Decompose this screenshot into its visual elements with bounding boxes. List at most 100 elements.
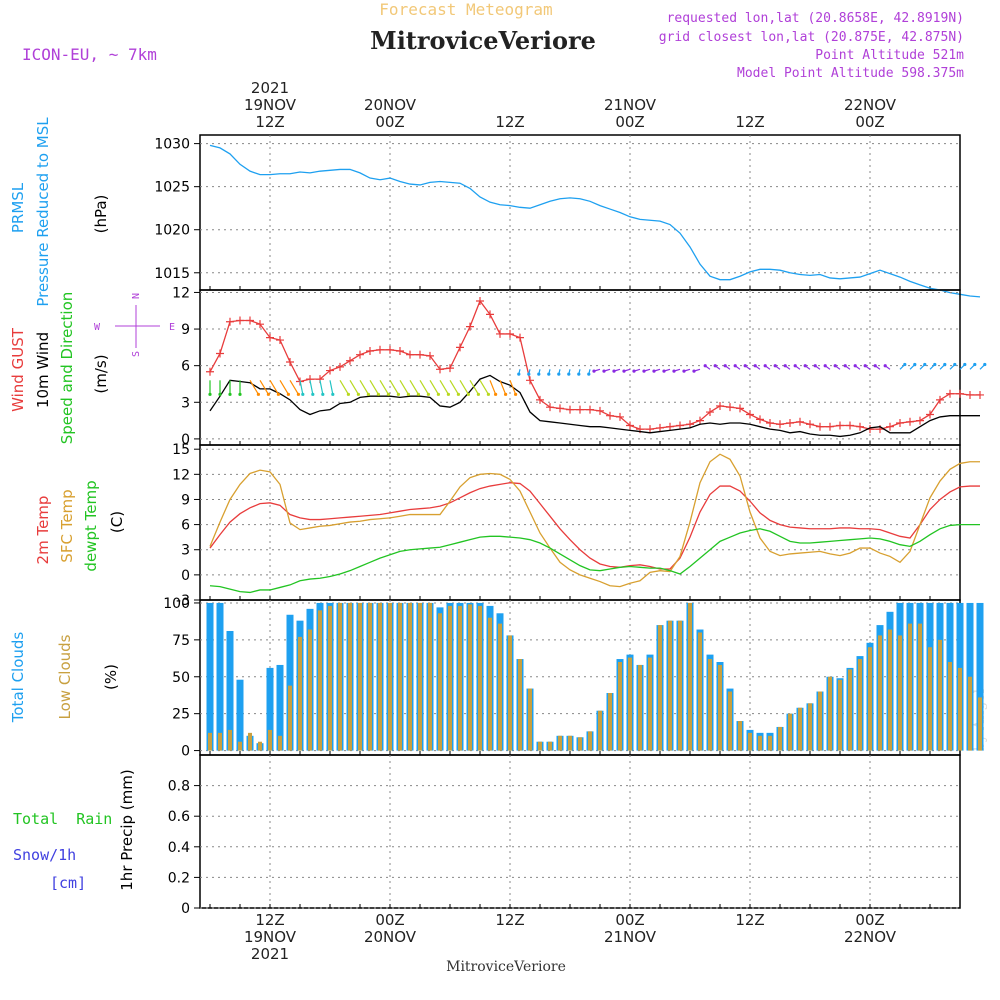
gust-marker (806, 420, 814, 429)
wind-arrow-head (953, 362, 957, 367)
low-cloud-bar (208, 732, 212, 751)
panel-frame (199, 754, 961, 909)
wind-arrow-head (743, 364, 747, 368)
gust-marker (526, 376, 534, 385)
low-cloud-bar (508, 635, 512, 751)
wind-arrow-head (416, 392, 420, 396)
low-cloud-bar (748, 732, 752, 751)
low-clouds-label: Low Clouds (56, 634, 74, 719)
gust-marker (606, 411, 614, 420)
y-tick-label: 100 (163, 596, 190, 612)
gust-marker (596, 406, 604, 415)
y-tick-label: 75 (172, 633, 190, 649)
speed-dir-label: Speed and Direction (58, 292, 76, 445)
panel-frame (199, 444, 961, 601)
wind-direction-arrow (439, 380, 449, 395)
y-tick-label: 0 (181, 432, 190, 448)
wind-arrow-head (733, 364, 737, 368)
y-tick-label: 1025 (154, 180, 190, 196)
gust-marker (746, 410, 754, 419)
low-cloud-bar (328, 605, 332, 751)
wind-arrow-head (366, 392, 370, 396)
low-cloud-bar (878, 635, 882, 751)
gust-marker (926, 410, 934, 419)
wind-arrow-head (793, 364, 797, 368)
total-cloud-bar (266, 667, 274, 751)
gust-marker (676, 421, 684, 430)
wind-direction-arrow (449, 380, 459, 395)
wind-direction-arrow (429, 380, 439, 395)
gust-marker (936, 395, 944, 404)
low-cloud-bar (428, 602, 432, 751)
low-cloud-bar (538, 741, 542, 751)
gust-marker (556, 404, 564, 413)
y-tick-label: 6 (181, 518, 190, 534)
gust-marker (686, 420, 694, 429)
low-cloud-bar (258, 741, 262, 751)
y-tick-label: 0.4 (168, 840, 190, 856)
bottom-time-label: 12Z (735, 911, 764, 929)
y-tick-label: -3 (176, 593, 190, 609)
wind-arrow-head (356, 392, 360, 396)
bottom-time-label: 00Z (375, 911, 404, 929)
gust-marker (216, 349, 224, 358)
total-cloud-bar (226, 631, 234, 751)
plot-layer: 1015102010251030036912-30369121502550751… (154, 79, 987, 963)
low-cloud-bar (648, 657, 652, 751)
gust-marker (346, 356, 354, 365)
gust-marker (256, 320, 264, 329)
wind-direction-arrow (419, 380, 429, 395)
model-label: ICON-EU, ~ 7km (22, 45, 157, 64)
bottom-time-label: 21NOV (604, 928, 657, 946)
low-cloud-bar (818, 691, 822, 751)
wind-direction-arrow (389, 380, 399, 395)
sfc-label: SFC Temp (58, 489, 76, 562)
gust-marker (946, 389, 954, 398)
wind-direction-arrow (509, 380, 517, 395)
low-cloud-bar (398, 602, 402, 751)
wind-direction-arrow (399, 380, 409, 395)
wind-arrow-head (296, 392, 300, 396)
wind-arrow-head (833, 364, 837, 368)
gust-marker (456, 343, 464, 352)
gust-marker (276, 336, 284, 345)
y-tick-label: 9 (181, 492, 190, 508)
point-altitude: Point Altitude 521m (815, 48, 964, 63)
bottom-time-label: 22NOV (844, 928, 897, 946)
top-time-label: 00Z (855, 113, 884, 131)
low-cloud-bar (928, 647, 932, 751)
gust-marker (886, 422, 894, 431)
wind-arrow-head (602, 369, 606, 373)
wind-direction-arrow (459, 380, 469, 395)
location-title: MitroviceVeriore (370, 26, 596, 55)
y-tick-label: 0 (181, 568, 190, 584)
wind-arrow-head (813, 364, 817, 368)
wind-arrow-head (396, 392, 400, 396)
wind-arrow-head (843, 364, 847, 368)
clouds-unit: (%) (102, 664, 120, 690)
series-2m-temp (209, 482, 980, 570)
gust-marker (426, 351, 434, 360)
low-cloud-bar (438, 613, 442, 751)
low-cloud-bar (618, 662, 622, 751)
low-cloud-bar (768, 735, 772, 751)
wind-direction-arrow (269, 380, 279, 395)
low-cloud-bar (408, 602, 412, 751)
gust-marker (646, 425, 654, 434)
gust-marker (386, 345, 394, 354)
wind-arrow-head (286, 392, 290, 396)
wind-direction-arrow (369, 380, 379, 395)
low-cloud-bar (698, 632, 702, 751)
wind-direction-arrow (289, 380, 299, 395)
gust-marker (466, 322, 474, 331)
low-cloud-bar (938, 639, 942, 751)
y-tick-label: 15 (172, 442, 190, 458)
low-cloud-bar (238, 741, 242, 751)
series-prmsl (209, 144, 981, 298)
gust-marker (816, 422, 824, 431)
gust-marker (266, 333, 274, 342)
wind-arrow-head (321, 392, 325, 396)
low-cloud-bar (458, 605, 462, 751)
wind-arrow-head (208, 392, 212, 396)
wind-direction-arrow (339, 380, 349, 395)
